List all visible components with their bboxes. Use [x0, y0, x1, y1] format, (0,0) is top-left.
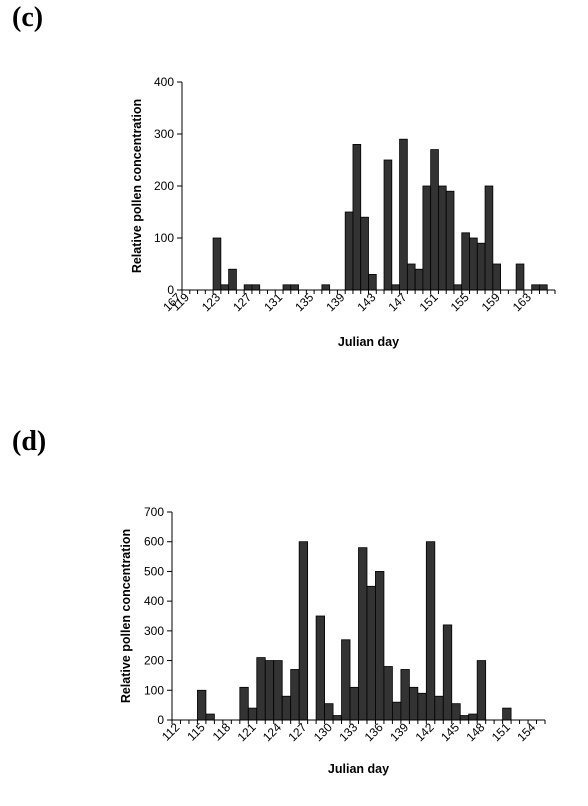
bar-d-140 — [408, 686, 419, 721]
bar-d-151 — [502, 707, 512, 721]
bar-d-145 — [451, 703, 461, 721]
x-tick-label-d-133: 133 — [336, 720, 360, 744]
bar-d-141 — [417, 692, 427, 721]
y-tick-label-c-300: 300 — [154, 127, 174, 141]
bar-d-148 — [476, 660, 487, 721]
bar-d-115 — [197, 689, 207, 721]
y-tick-label-d-500: 500 — [144, 564, 164, 578]
y-tick-label-d-700: 700 — [144, 505, 164, 519]
panel-label-c: (c) — [12, 2, 44, 33]
bar-d-144 — [442, 624, 453, 721]
bar-d-134 — [358, 547, 368, 721]
bar-d-136 — [375, 571, 385, 721]
bar-d-147 — [468, 713, 478, 721]
y-axis-title-d: Relative pollen concentration — [119, 529, 133, 703]
y-tick-label-c-400: 400 — [154, 75, 174, 89]
panel-label-d: (d) — [12, 426, 47, 457]
y-tick-label-c-0: 0 — [167, 283, 174, 297]
x-axis-title-c: Julian day — [338, 335, 399, 349]
y-tick-label-c-100: 100 — [154, 231, 174, 245]
bar-d-139 — [400, 669, 410, 721]
x-tick-label-d-115: 115 — [184, 720, 208, 744]
bar-d-127 — [298, 541, 309, 721]
y-tick-label-d-100: 100 — [144, 683, 164, 697]
bar-d-124 — [273, 660, 283, 721]
bar-d-133 — [349, 686, 359, 721]
x-tick-label-d-154: 154 — [514, 720, 538, 744]
bar-d-143 — [434, 695, 444, 721]
x-tick-label-d-130: 130 — [311, 720, 335, 744]
bar-d-146 — [459, 715, 470, 721]
x-tick-label-d-127: 127 — [285, 720, 309, 744]
bar-d-126 — [290, 669, 300, 721]
bar-d-122 — [256, 657, 266, 721]
y-tick-label-d-300: 300 — [144, 624, 164, 638]
x-tick-label-d-145: 145 — [438, 720, 462, 744]
x-tick-label-d-136: 136 — [362, 720, 386, 744]
y-tick-label-d-400: 400 — [144, 594, 164, 608]
x-tick-label-d-148: 148 — [463, 720, 487, 744]
x-axis-title-d: Julian day — [328, 762, 389, 776]
bar-d-123 — [264, 660, 275, 721]
y-tick-label-d-200: 200 — [144, 654, 164, 668]
bar-d-120 — [239, 686, 249, 721]
bar-d-129 — [315, 615, 325, 721]
bar-d-138 — [392, 701, 402, 721]
y-tick-label-d-0: 0 — [157, 713, 164, 727]
bar-d-137 — [383, 666, 393, 721]
y-axis-title-c: Relative pollen concentration — [130, 99, 144, 273]
bar-d-131 — [332, 715, 342, 721]
x-tick-label-d-121: 121 — [235, 720, 259, 744]
bar-d-142 — [425, 541, 436, 721]
y-tick-label-c-200: 200 — [154, 179, 174, 193]
x-tick-label-d-151: 151 — [489, 720, 513, 744]
bar-d-121 — [247, 707, 258, 721]
bar-d-116 — [205, 713, 215, 721]
bar-d-130 — [324, 703, 334, 721]
x-tick-label-d-142: 142 — [413, 720, 437, 744]
y-tick-label-d-600: 600 — [144, 535, 164, 549]
bar-d-132 — [341, 639, 351, 721]
x-tick-label-d-118: 118 — [210, 720, 234, 744]
bar-d-135 — [366, 585, 376, 721]
bar-d-125 — [281, 695, 292, 721]
x-tick-label-d-124: 124 — [260, 720, 284, 744]
x-tick-label-d-139: 139 — [387, 720, 411, 744]
